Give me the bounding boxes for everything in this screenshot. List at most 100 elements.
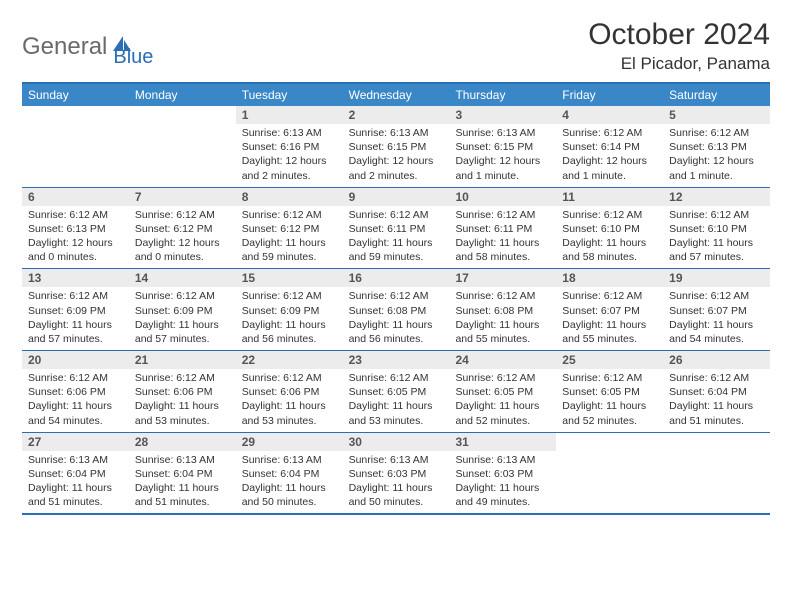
day-number: 31 xyxy=(449,433,556,451)
sunrise-label: Sunrise: 6:12 AM xyxy=(135,371,230,385)
day-body: Sunrise: 6:12 AMSunset: 6:10 PMDaylight:… xyxy=(556,206,663,269)
sunrise-label: Sunrise: 6:12 AM xyxy=(455,289,550,303)
sunset-label: Sunset: 6:06 PM xyxy=(242,385,337,399)
daylight-label: Daylight: 11 hours and 53 minutes. xyxy=(242,399,337,427)
sunset-label: Sunset: 6:09 PM xyxy=(242,304,337,318)
daylight-label: Daylight: 11 hours and 57 minutes. xyxy=(669,236,764,264)
calendar: Sunday Monday Tuesday Wednesday Thursday… xyxy=(22,82,770,515)
day-number: 20 xyxy=(22,351,129,369)
day-body: Sunrise: 6:12 AMSunset: 6:08 PMDaylight:… xyxy=(449,287,556,350)
daylight-label: Daylight: 11 hours and 51 minutes. xyxy=(135,481,230,509)
week-row: 1Sunrise: 6:13 AMSunset: 6:16 PMDaylight… xyxy=(22,106,770,187)
daylight-label: Daylight: 11 hours and 52 minutes. xyxy=(562,399,657,427)
col-friday: Friday xyxy=(556,84,663,106)
week-row: 6Sunrise: 6:12 AMSunset: 6:13 PMDaylight… xyxy=(22,187,770,269)
day-cell: 13Sunrise: 6:12 AMSunset: 6:09 PMDayligh… xyxy=(22,269,129,350)
day-body: Sunrise: 6:13 AMSunset: 6:03 PMDaylight:… xyxy=(449,451,556,514)
sunrise-label: Sunrise: 6:12 AM xyxy=(562,208,657,222)
day-body: Sunrise: 6:12 AMSunset: 6:06 PMDaylight:… xyxy=(236,369,343,432)
sunrise-label: Sunrise: 6:13 AM xyxy=(455,453,550,467)
day-body: Sunrise: 6:13 AMSunset: 6:15 PMDaylight:… xyxy=(449,124,556,187)
day-number: 5 xyxy=(663,106,770,124)
day-number: 6 xyxy=(22,188,129,206)
day-body: Sunrise: 6:12 AMSunset: 6:08 PMDaylight:… xyxy=(343,287,450,350)
day-body: Sunrise: 6:12 AMSunset: 6:09 PMDaylight:… xyxy=(129,287,236,350)
sunrise-label: Sunrise: 6:13 AM xyxy=(349,453,444,467)
week-row: 13Sunrise: 6:12 AMSunset: 6:09 PMDayligh… xyxy=(22,268,770,350)
daylight-label: Daylight: 11 hours and 53 minutes. xyxy=(349,399,444,427)
sunset-label: Sunset: 6:03 PM xyxy=(455,467,550,481)
daylight-label: Daylight: 11 hours and 55 minutes. xyxy=(455,318,550,346)
day-body: Sunrise: 6:12 AMSunset: 6:07 PMDaylight:… xyxy=(556,287,663,350)
header: General Blue October 2024 El Picador, Pa… xyxy=(22,18,770,74)
day-number: 19 xyxy=(663,269,770,287)
sunset-label: Sunset: 6:11 PM xyxy=(349,222,444,236)
daylight-label: Daylight: 11 hours and 51 minutes. xyxy=(28,481,123,509)
sunrise-label: Sunrise: 6:13 AM xyxy=(242,453,337,467)
col-sunday: Sunday xyxy=(22,84,129,106)
day-number: 10 xyxy=(449,188,556,206)
daylight-label: Daylight: 11 hours and 56 minutes. xyxy=(242,318,337,346)
day-number: 13 xyxy=(22,269,129,287)
sunset-label: Sunset: 6:03 PM xyxy=(349,467,444,481)
daylight-label: Daylight: 11 hours and 56 minutes. xyxy=(349,318,444,346)
day-cell: 24Sunrise: 6:12 AMSunset: 6:05 PMDayligh… xyxy=(449,351,556,432)
col-saturday: Saturday xyxy=(663,84,770,106)
sunset-label: Sunset: 6:08 PM xyxy=(455,304,550,318)
day-cell: 30Sunrise: 6:13 AMSunset: 6:03 PMDayligh… xyxy=(343,433,450,514)
sunset-label: Sunset: 6:12 PM xyxy=(135,222,230,236)
sunrise-label: Sunrise: 6:12 AM xyxy=(669,371,764,385)
sunset-label: Sunset: 6:11 PM xyxy=(455,222,550,236)
sunset-label: Sunset: 6:13 PM xyxy=(669,140,764,154)
day-number: 21 xyxy=(129,351,236,369)
day-cell: 3Sunrise: 6:13 AMSunset: 6:15 PMDaylight… xyxy=(449,106,556,187)
day-cell: 29Sunrise: 6:13 AMSunset: 6:04 PMDayligh… xyxy=(236,433,343,514)
location-label: El Picador, Panama xyxy=(588,54,770,74)
sunset-label: Sunset: 6:15 PM xyxy=(455,140,550,154)
day-cell: 10Sunrise: 6:12 AMSunset: 6:11 PMDayligh… xyxy=(449,188,556,269)
sunrise-label: Sunrise: 6:12 AM xyxy=(242,208,337,222)
sunset-label: Sunset: 6:04 PM xyxy=(135,467,230,481)
day-cell: 26Sunrise: 6:12 AMSunset: 6:04 PMDayligh… xyxy=(663,351,770,432)
sunrise-label: Sunrise: 6:13 AM xyxy=(455,126,550,140)
col-monday: Monday xyxy=(129,84,236,106)
day-number: 28 xyxy=(129,433,236,451)
sunrise-label: Sunrise: 6:12 AM xyxy=(28,289,123,303)
sunset-label: Sunset: 6:04 PM xyxy=(242,467,337,481)
sunset-label: Sunset: 6:12 PM xyxy=(242,222,337,236)
sunrise-label: Sunrise: 6:12 AM xyxy=(562,371,657,385)
sunset-label: Sunset: 6:06 PM xyxy=(135,385,230,399)
sunrise-label: Sunrise: 6:12 AM xyxy=(349,208,444,222)
day-cell: 23Sunrise: 6:12 AMSunset: 6:05 PMDayligh… xyxy=(343,351,450,432)
sunrise-label: Sunrise: 6:12 AM xyxy=(349,289,444,303)
daylight-label: Daylight: 12 hours and 0 minutes. xyxy=(28,236,123,264)
day-cell: 28 Sunrise: 6:13 AMSunset: 6:04 PMDayligh… xyxy=(129,433,236,514)
daylight-label: Daylight: 11 hours and 57 minutes. xyxy=(28,318,123,346)
daylight-label: Daylight: 12 hours and 0 minutes. xyxy=(135,236,230,264)
day-cell xyxy=(556,433,663,514)
day-body: Sunrise: 6:12 AMSunset: 6:05 PMDaylight:… xyxy=(556,369,663,432)
sunrise-label: Sunrise: 6:12 AM xyxy=(562,289,657,303)
day-cell: 9Sunrise: 6:12 AMSunset: 6:11 PMDaylight… xyxy=(343,188,450,269)
sunset-label: Sunset: 6:06 PM xyxy=(28,385,123,399)
page-title: October 2024 xyxy=(588,18,770,52)
sunset-label: Sunset: 6:07 PM xyxy=(562,304,657,318)
weeks-container: 1Sunrise: 6:13 AMSunset: 6:16 PMDaylight… xyxy=(22,106,770,513)
day-cell: 2Sunrise: 6:13 AMSunset: 6:15 PMDaylight… xyxy=(343,106,450,187)
day-body: Sunrise: 6:12 AMSunset: 6:09 PMDaylight:… xyxy=(22,287,129,350)
day-cell: 22Sunrise: 6:12 AMSunset: 6:06 PMDayligh… xyxy=(236,351,343,432)
day-number: 27 xyxy=(22,433,129,451)
day-body: Sunrise: 6:13 AMSunset: 6:15 PMDaylight:… xyxy=(343,124,450,187)
col-thursday: Thursday xyxy=(449,84,556,106)
day-number: 4 xyxy=(556,106,663,124)
sunset-label: Sunset: 6:10 PM xyxy=(669,222,764,236)
sunset-label: Sunset: 6:09 PM xyxy=(28,304,123,318)
sunrise-label: Sunrise: 6:13 AM xyxy=(135,453,230,467)
sunset-label: Sunset: 6:14 PM xyxy=(562,140,657,154)
day-cell xyxy=(129,106,236,187)
day-body: Sunrise: 6:12 AMSunset: 6:10 PMDaylight:… xyxy=(663,206,770,269)
sunrise-label: Sunrise: 6:12 AM xyxy=(455,371,550,385)
day-cell: 11Sunrise: 6:12 AMSunset: 6:10 PMDayligh… xyxy=(556,188,663,269)
day-number: 15 xyxy=(236,269,343,287)
daylight-label: Daylight: 12 hours and 1 minute. xyxy=(669,154,764,182)
